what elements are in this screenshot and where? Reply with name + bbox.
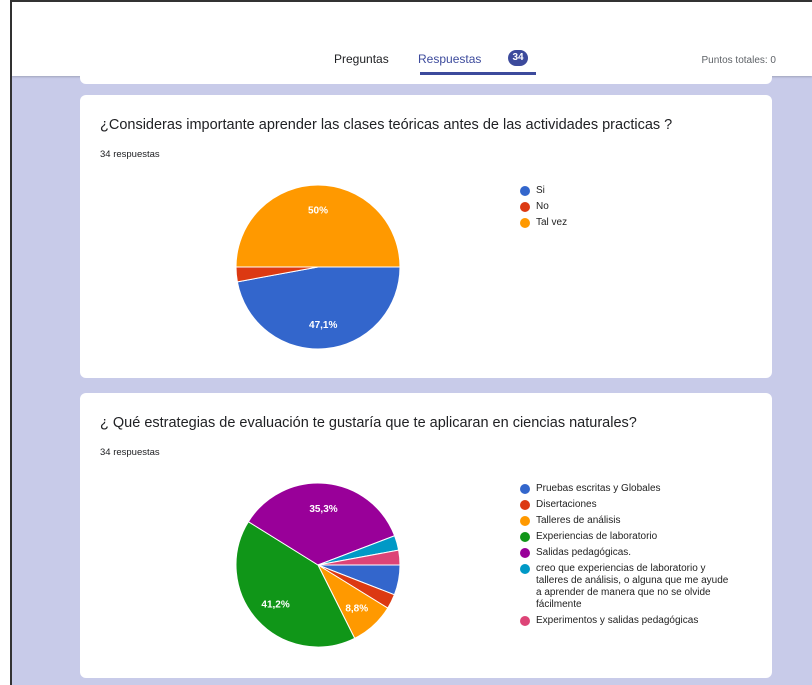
legend-swatch	[520, 516, 530, 526]
legend-item: creo que experiencias de laboratorio y t…	[520, 563, 730, 611]
data-label: 41,2%	[261, 600, 289, 611]
legend-label: Disertaciones	[536, 499, 597, 510]
pie-slice	[236, 266, 401, 350]
legend-item: No	[520, 201, 730, 213]
legend-label: Salidas pedagógicas.	[536, 547, 632, 558]
legend-swatch	[520, 484, 530, 494]
badge: 34	[508, 50, 528, 66]
pie-slice	[235, 184, 401, 268]
legend-item: Experimentos y salidas pedagógicas	[520, 615, 730, 627]
legend-item: Tal vez	[520, 217, 730, 229]
legend-item: Pruebas escritas y Globales	[520, 483, 730, 495]
response-count: 34 respuestas	[100, 149, 160, 160]
legend-item: Salidas pedagógicas.	[520, 547, 730, 559]
legend-swatch	[520, 548, 530, 558]
frame	[0, 0, 12, 685]
data-label: 50%	[308, 206, 328, 217]
legend-swatch	[520, 616, 530, 626]
legend-item: Experiencias de laboratorio	[520, 531, 730, 543]
question-title: ¿ Qué estrategias de evaluación te gusta…	[100, 415, 637, 431]
legend-item: Disertaciones	[520, 499, 730, 511]
legend-swatch	[520, 202, 530, 212]
legend-swatch	[520, 564, 530, 574]
legend-item: Talleres de análisis	[520, 515, 730, 527]
legend-label: Pruebas escritas y Globales	[536, 483, 661, 494]
points: Puntos totales: 0	[701, 55, 777, 66]
legend: Si No Tal vez	[520, 185, 730, 233]
card: ¿Consideras importante aprender las clas…	[80, 95, 772, 378]
legend-label: Tal vez	[536, 217, 568, 228]
response-count: 34 respuestas	[100, 447, 160, 458]
legend-item: Si	[520, 185, 730, 197]
tab-underline	[420, 72, 536, 75]
pie-slice	[317, 549, 401, 566]
data-label: 8,8%	[345, 603, 368, 614]
legend-label: Experimentos y salidas pedagógicas	[536, 615, 699, 626]
pie-slice	[235, 520, 356, 648]
data-label: 47,1%	[309, 320, 337, 331]
top-bar: Preguntas Respuestas 34 Puntos totales: …	[12, 0, 812, 76]
data-label: 35,3%	[309, 504, 337, 515]
legend-label: Si	[536, 185, 545, 196]
legend-label: Talleres de análisis	[536, 515, 621, 526]
legend-swatch	[520, 218, 530, 228]
pie-slice	[247, 482, 396, 566]
pie-chart: 47,1% 50%	[235, 184, 401, 350]
pie-chart: 8,8% 41,2% 35,3%	[235, 482, 401, 648]
tab[interactable]: Respuestas	[418, 52, 482, 66]
legend-label: Experiencias de laboratorio	[536, 531, 658, 542]
legend-swatch	[520, 186, 530, 196]
legend-swatch	[520, 532, 530, 542]
legend-label: No	[536, 201, 549, 212]
legend-label: creo que experiencias de laboratorio y t…	[536, 563, 729, 610]
tab[interactable]: Preguntas	[334, 52, 389, 66]
legend: Pruebas escritas y Globales Disertaciones…	[520, 483, 730, 631]
card: ¿ Qué estrategias de evaluación te gusta…	[80, 393, 772, 678]
question-title: ¿Consideras importante aprender las clas…	[100, 117, 673, 133]
card	[80, 76, 772, 84]
legend-swatch	[520, 500, 530, 510]
